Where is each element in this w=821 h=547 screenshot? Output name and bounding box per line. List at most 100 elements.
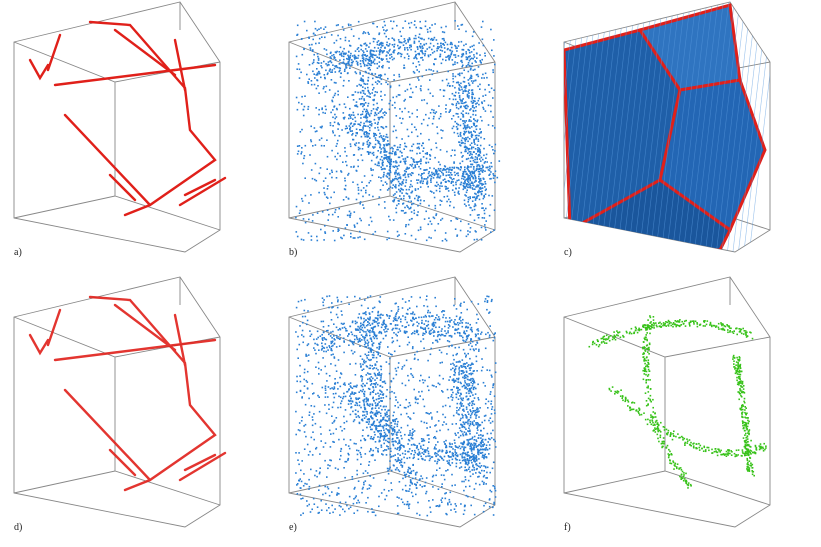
point: [422, 334, 424, 336]
point: [418, 173, 420, 176]
point: [413, 24, 416, 26]
point: [359, 147, 361, 150]
point: [471, 436, 474, 439]
point: [469, 416, 472, 419]
point: [439, 149, 442, 151]
point: [475, 61, 477, 63]
point: [372, 356, 375, 359]
point: [367, 351, 370, 353]
point: [473, 238, 476, 241]
point: [473, 208, 476, 211]
point: [429, 30, 432, 33]
point: [386, 314, 388, 316]
point: [450, 52, 453, 54]
point: [405, 181, 407, 184]
point: [394, 396, 397, 398]
point: [380, 156, 383, 158]
point: [476, 164, 479, 166]
point: [416, 325, 419, 327]
point: [307, 343, 310, 345]
point: [389, 169, 391, 172]
point: [388, 44, 390, 47]
point: [326, 295, 328, 298]
point: [434, 23, 436, 25]
point: [493, 152, 495, 155]
point: [372, 151, 375, 154]
point: [390, 489, 393, 491]
point: [484, 189, 487, 192]
point: [367, 435, 369, 437]
point: [458, 445, 461, 448]
point: [432, 323, 435, 325]
point: [475, 138, 477, 140]
point: [382, 418, 385, 420]
point: [367, 343, 369, 345]
point: [478, 177, 480, 180]
point: [441, 486, 443, 488]
point: [380, 415, 382, 417]
point: [460, 365, 463, 367]
point: [455, 308, 458, 310]
point: [371, 508, 373, 510]
point: [443, 165, 446, 167]
point: [373, 372, 376, 375]
point: [366, 472, 369, 474]
point: [362, 62, 365, 65]
point: [307, 105, 310, 108]
point: [367, 105, 369, 107]
point: [454, 298, 456, 300]
point: [410, 470, 413, 473]
point: [470, 131, 472, 134]
point: [457, 55, 460, 57]
point: [473, 458, 475, 460]
point: [371, 411, 374, 414]
point: [366, 372, 369, 374]
point: [484, 414, 487, 417]
point: [488, 334, 491, 336]
point: [454, 442, 456, 444]
surface-hatch: [693, 2, 724, 252]
point: [414, 474, 417, 476]
point: [360, 375, 363, 377]
point: [381, 386, 384, 388]
surface-hatch: [621, 2, 653, 252]
point: [363, 98, 365, 100]
point: [468, 84, 471, 87]
point: [440, 44, 442, 47]
point: [298, 452, 300, 454]
point: [439, 190, 441, 193]
point: [429, 174, 432, 176]
point: [467, 439, 470, 441]
point: [405, 211, 407, 214]
point: [450, 503, 452, 506]
point: [456, 331, 459, 334]
point: [332, 393, 335, 395]
point: [326, 476, 328, 478]
point: [426, 514, 429, 517]
point: [443, 474, 445, 477]
point: [477, 408, 479, 410]
point: [426, 124, 429, 127]
point: [441, 38, 444, 40]
point: [484, 72, 487, 75]
point: [457, 446, 459, 449]
point: [298, 479, 300, 482]
point: [385, 395, 388, 398]
point: [389, 48, 391, 51]
point: [450, 177, 452, 179]
point: [378, 118, 380, 121]
point: [330, 57, 332, 60]
point: [424, 178, 426, 180]
point: [467, 140, 469, 143]
point: [365, 113, 368, 116]
point: [480, 452, 482, 454]
point: [470, 373, 472, 376]
point: [393, 50, 395, 52]
point: [408, 46, 411, 49]
point: [490, 104, 492, 107]
point: [401, 151, 403, 154]
point: [427, 447, 429, 449]
point: [386, 420, 389, 422]
point: [470, 445, 472, 448]
point: [446, 320, 449, 323]
